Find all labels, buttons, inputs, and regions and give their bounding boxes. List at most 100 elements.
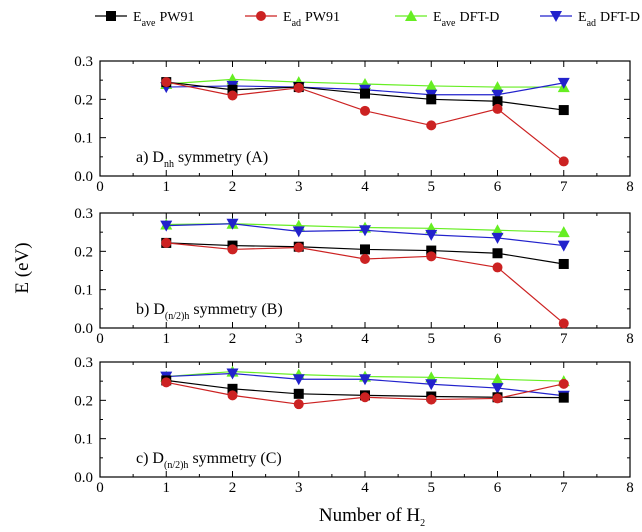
data-point xyxy=(161,237,172,248)
chart-panels: 0 1 2 3 4 5 6 7 8 0.0 0.1 0.2 0.3 a) Dnh symmetry (A)… xyxy=(74,54,634,496)
data-point xyxy=(491,232,504,244)
data-point xyxy=(491,383,504,395)
data-point xyxy=(557,226,570,238)
panel-label-pre: c) D xyxy=(136,450,164,467)
data-point xyxy=(359,225,371,237)
data-point xyxy=(426,120,437,131)
x-tick-label: 0 xyxy=(96,179,104,195)
data-point xyxy=(557,77,570,89)
y-tick-label: 0.2 xyxy=(74,92,93,108)
panel-label-sub: nh xyxy=(164,159,174,170)
data-point xyxy=(425,229,438,241)
y-tick-label: 0.1 xyxy=(74,131,93,147)
x-tick-label: 7 xyxy=(560,179,568,195)
data-point xyxy=(227,90,238,101)
data-point xyxy=(160,220,173,232)
panel-label-pre: a) D xyxy=(136,149,164,166)
data-point xyxy=(557,240,570,252)
data-point xyxy=(426,94,437,105)
legend-label-rest: PW91 xyxy=(159,10,194,25)
x-tick-label: 4 xyxy=(361,480,369,496)
x-tick-label: 0 xyxy=(96,331,104,347)
legend-item: Ead PW91 xyxy=(245,10,340,29)
legend-swatch-marker xyxy=(550,11,562,22)
data-series xyxy=(161,237,569,269)
x-tick-label: 6 xyxy=(494,179,502,195)
x-tick-label: 5 xyxy=(428,331,436,347)
panel-label-post: symmetry (A) xyxy=(174,149,268,166)
data-point xyxy=(227,383,238,394)
legend-label-main: E xyxy=(433,10,442,25)
x-tick-label: 8 xyxy=(626,331,634,347)
x-tick-label: 8 xyxy=(626,179,634,195)
data-point xyxy=(491,81,504,93)
data-point xyxy=(360,105,370,116)
panel-label-post: symmetry (B) xyxy=(189,301,282,318)
data-series xyxy=(160,218,570,252)
chart-panel: 0 1 2 3 4 5 6 7 8 0.0 0.1 0.2 0.3 a) Dnh symmetry (A) xyxy=(74,54,634,195)
panel-label: b) D(n/2)h symmetry (B) xyxy=(136,301,283,322)
data-point xyxy=(492,96,503,107)
y-tick-label: 0.1 xyxy=(74,283,93,299)
x-tick-label: 0 xyxy=(96,480,104,496)
legend-label: Eave DFT-D xyxy=(433,10,499,29)
x-axis-label-main: Number of H xyxy=(319,505,421,526)
data-point xyxy=(161,77,172,88)
data-point xyxy=(491,89,504,101)
data-series xyxy=(161,77,569,167)
data-point xyxy=(360,244,370,255)
data-point xyxy=(492,393,503,404)
panel-label: c) D(n/2)h symmetry (C) xyxy=(136,450,282,471)
panel-label-pre: b) D xyxy=(136,301,165,318)
legend-label-rest: DFT-D xyxy=(459,10,499,25)
panel-label-sub: (n/2)h xyxy=(164,460,188,471)
legend-label-main: E xyxy=(283,10,292,25)
legend-label: Ead DFT-D xyxy=(578,10,640,29)
x-tick-label: 7 xyxy=(560,331,568,347)
legend-swatch-marker xyxy=(106,11,116,21)
data-point xyxy=(426,251,437,262)
panel-label: a) Dnh symmetry (A) xyxy=(136,149,268,170)
data-point xyxy=(425,379,438,391)
data-point xyxy=(293,82,304,93)
x-tick-label: 6 xyxy=(494,331,502,347)
x-tick-label: 2 xyxy=(229,480,237,496)
legend: Eave PW91 Ead PW91 Eave DFT-D Ead DFT-D xyxy=(95,10,640,29)
x-tick-label: 1 xyxy=(163,480,171,496)
data-point xyxy=(426,245,437,256)
data-point xyxy=(293,399,304,410)
data-point xyxy=(227,390,238,401)
x-tick-label: 4 xyxy=(361,331,369,347)
data-point xyxy=(558,318,569,329)
data-point xyxy=(226,368,239,380)
data-point xyxy=(491,224,504,236)
chart-panel: 0 1 2 3 4 5 6 7 8 0.0 0.1 0.2 0.3 b) D(n/2)h symmetry… xyxy=(74,206,634,347)
y-axis-label: E (eV) xyxy=(12,242,33,293)
y-tick-label: 0.3 xyxy=(74,206,93,222)
data-point xyxy=(161,377,172,388)
data-point xyxy=(492,103,503,114)
legend-label: Ead PW91 xyxy=(283,10,340,29)
legend-item: Ead DFT-D xyxy=(540,10,640,29)
data-point xyxy=(558,258,569,269)
data-series xyxy=(161,377,569,410)
x-tick-label: 1 xyxy=(163,179,171,195)
legend-label-sub: ad xyxy=(292,18,301,29)
legend-label-sub: ad xyxy=(587,18,596,29)
data-point xyxy=(293,388,304,399)
legend-label-rest: PW91 xyxy=(305,10,340,25)
x-tick-label: 5 xyxy=(428,480,436,496)
y-tick-label: 0.3 xyxy=(74,355,93,371)
data-point xyxy=(558,105,569,116)
legend-swatch-marker xyxy=(256,11,266,21)
y-tick-label: 0.0 xyxy=(74,169,93,185)
data-point xyxy=(360,392,370,403)
data-point xyxy=(492,248,503,259)
data-point xyxy=(492,262,503,273)
x-tick-label: 3 xyxy=(295,331,303,347)
x-tick-label: 4 xyxy=(361,179,369,195)
data-point xyxy=(558,392,569,403)
legend-item: Eave PW91 xyxy=(95,10,194,29)
data-point xyxy=(226,218,239,230)
